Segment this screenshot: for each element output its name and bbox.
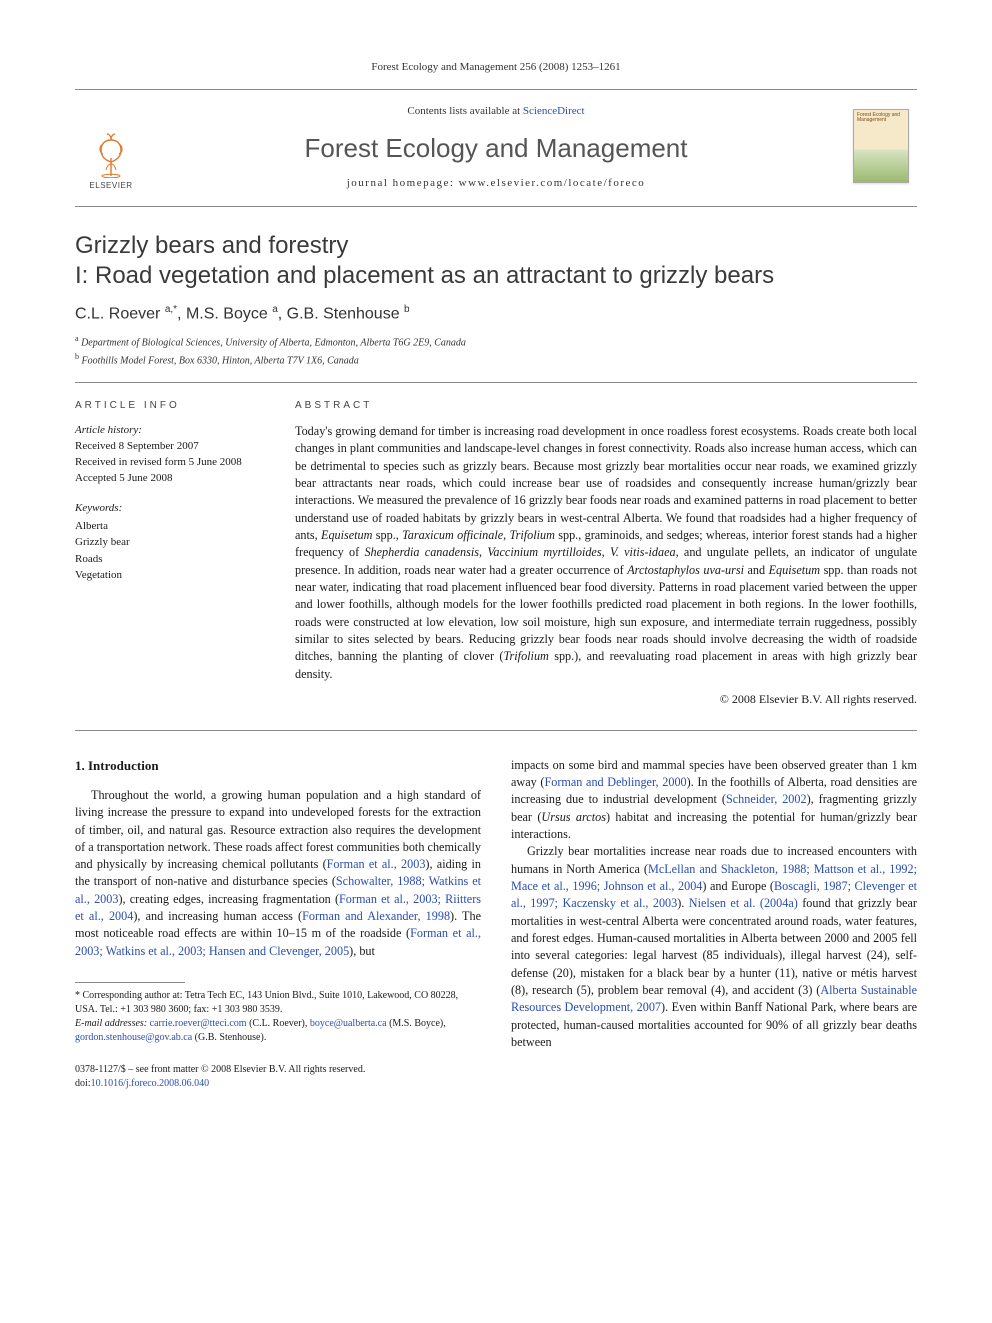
title-line-2: I: Road vegetation and placement as an a… [75, 262, 774, 289]
abstract-label: ABSTRACT [295, 399, 917, 413]
journal-cover-thumbnail: Forest Ecology and Management [853, 109, 909, 183]
email-who-3: (G.B. Stenhouse). [192, 1032, 266, 1043]
body-columns: 1. Introduction Throughout the world, a … [75, 757, 917, 1091]
elsevier-logo: ELSEVIER [81, 122, 141, 192]
email-link-stenhouse[interactable]: gordon.stenhouse@gov.ab.ca [75, 1032, 192, 1043]
bottom-meta: 0378-1127/$ – see front matter © 2008 El… [75, 1063, 481, 1091]
abstract-text: Today's growing demand for timber is inc… [295, 423, 917, 683]
affiliations: a Department of Biological Sciences, Uni… [75, 333, 917, 368]
journal-homepage: journal homepage: www.elsevier.com/locat… [155, 176, 837, 191]
article-info-column: ARTICLE INFO Article history: Received 8… [75, 399, 265, 708]
body-column-left: 1. Introduction Throughout the world, a … [75, 757, 481, 1091]
accepted-date: Accepted 5 June 2008 [75, 472, 172, 484]
authors-line: C.L. Roever a,*, M.S. Boyce a, G.B. Sten… [75, 303, 917, 326]
divider-top [75, 382, 917, 383]
received-date: Received 8 September 2007 [75, 440, 199, 452]
keyword: Alberta [75, 520, 108, 532]
article-info-label: ARTICLE INFO [75, 399, 265, 413]
introduction-heading: 1. Introduction [75, 757, 481, 775]
contents-available-line: Contents lists available at ScienceDirec… [155, 104, 837, 119]
keyword: Roads [75, 553, 103, 565]
doi-label: doi: [75, 1078, 91, 1089]
affiliation-b: Foothills Model Forest, Box 6330, Hinton… [82, 355, 359, 366]
keyword: Vegetation [75, 569, 122, 581]
issn-line: 0378-1127/$ – see front matter © 2008 El… [75, 1063, 481, 1077]
title-line-1: Grizzly bears and forestry [75, 232, 348, 259]
article-history: Received 8 September 2007 Received in re… [75, 439, 265, 487]
keywords-heading: Keywords: [75, 501, 265, 516]
cover-thumb-title: Forest Ecology and Management [857, 113, 905, 124]
email-link-roever[interactable]: carrie.roever@tteci.com [150, 1018, 247, 1029]
elsevier-tree-icon [89, 130, 133, 178]
sciencedirect-link[interactable]: ScienceDirect [523, 105, 585, 117]
keywords-list: Alberta Grizzly bear Roads Vegetation [75, 518, 265, 584]
history-heading: Article history: [75, 423, 265, 438]
corresponding-author-note: * Corresponding author at: Tetra Tech EC… [75, 989, 481, 1017]
keyword: Grizzly bear [75, 536, 130, 548]
body-column-right: impacts on some bird and mammal species … [511, 757, 917, 1091]
contents-prefix: Contents lists available at [407, 105, 522, 117]
email-who-1: (C.L. Roever), [247, 1018, 310, 1029]
doi-link[interactable]: 10.1016/j.foreco.2008.06.040 [91, 1078, 210, 1089]
intro-paragraph-left: Throughout the world, a growing human po… [75, 787, 481, 960]
email-who-2: (M.S. Boyce), [387, 1018, 446, 1029]
divider-abstract [75, 730, 917, 731]
affiliation-a: Department of Biological Sciences, Unive… [81, 338, 466, 349]
paper-title: Grizzly bears and forestry I: Road veget… [75, 231, 917, 291]
footnotes: * Corresponding author at: Tetra Tech EC… [75, 989, 481, 1045]
journal-cover-container: Forest Ecology and Management [845, 100, 917, 191]
publisher-logo-container: ELSEVIER [75, 100, 147, 191]
footnote-divider [75, 982, 185, 983]
abstract-copyright: © 2008 Elsevier B.V. All rights reserved… [295, 691, 917, 708]
publisher-name: ELSEVIER [89, 180, 132, 191]
journal-name: Forest Ecology and Management [155, 130, 837, 166]
emails-label: E-mail addresses: [75, 1018, 147, 1029]
journal-header: ELSEVIER Contents lists available at Sci… [75, 89, 917, 206]
email-link-boyce[interactable]: boyce@ualberta.ca [310, 1018, 387, 1029]
citation-line: Forest Ecology and Management 256 (2008)… [75, 60, 917, 75]
abstract-column: ABSTRACT Today's growing demand for timb… [295, 399, 917, 708]
revised-date: Received in revised form 5 June 2008 [75, 456, 242, 468]
email-addresses-line: E-mail addresses: carrie.roever@tteci.co… [75, 1017, 481, 1045]
intro-paragraph-right: impacts on some bird and mammal species … [511, 757, 917, 1052]
